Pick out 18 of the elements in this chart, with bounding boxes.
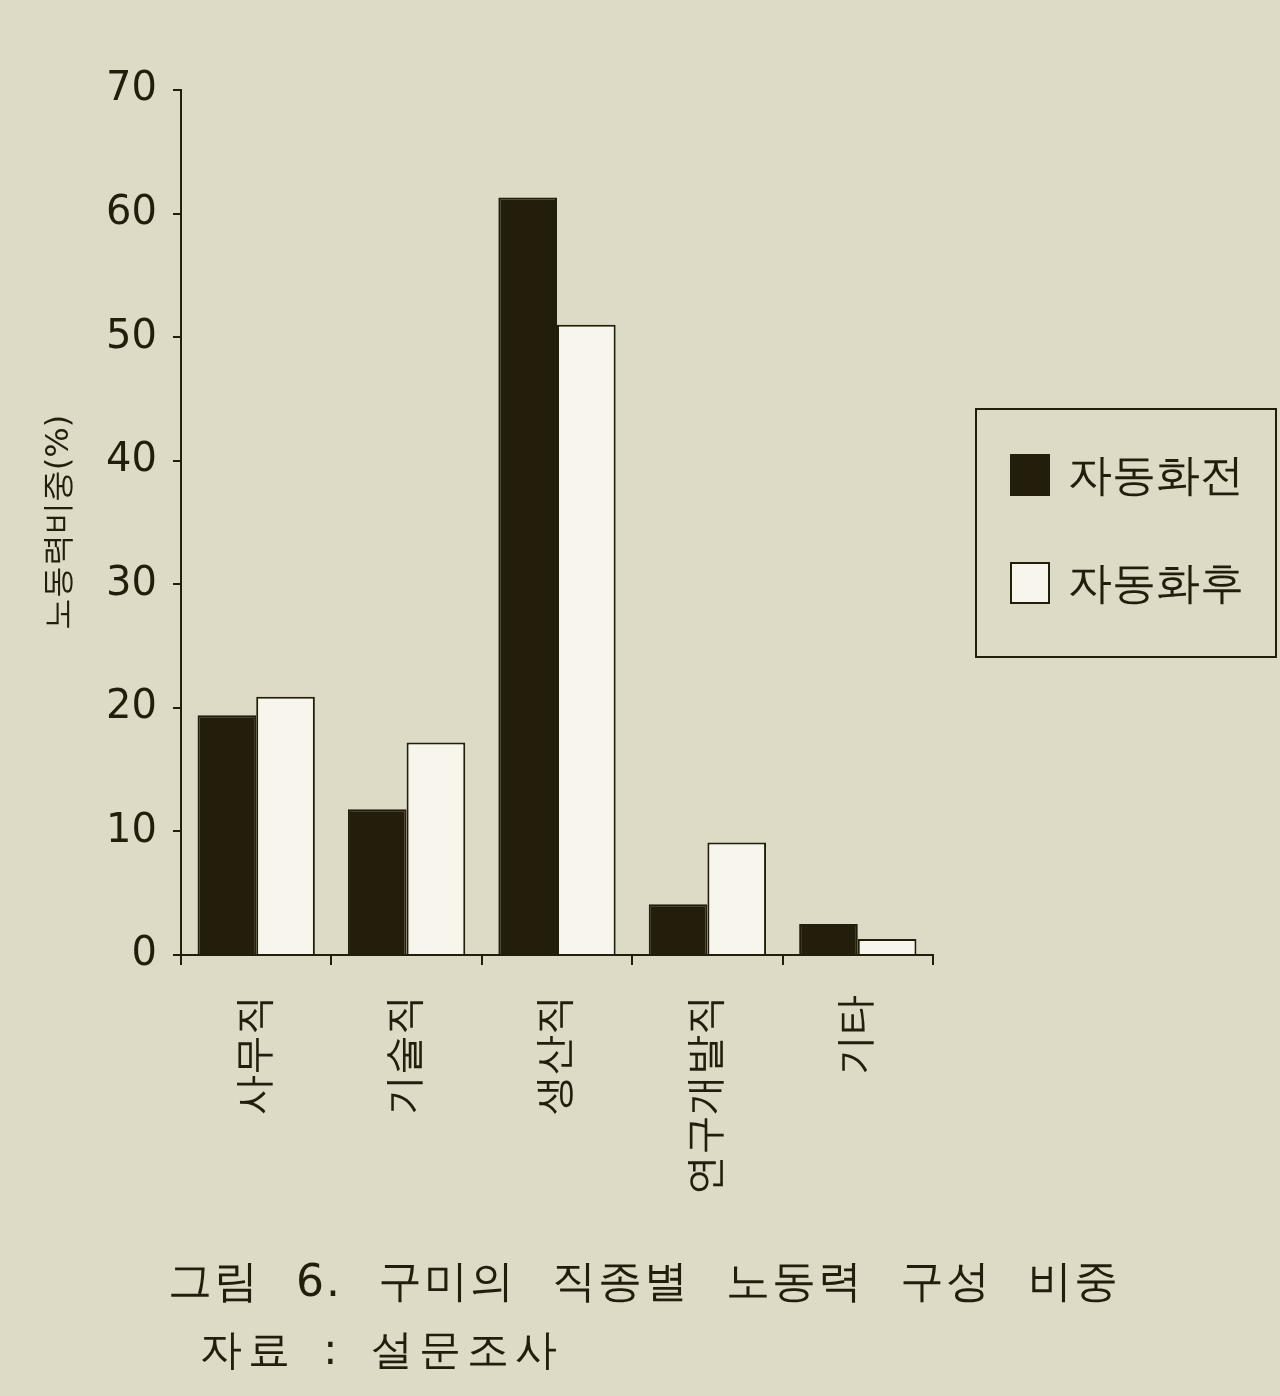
x-tick-label: 기타	[831, 995, 878, 1075]
text: 자료 : 설문조사	[200, 1324, 563, 1376]
x-tick-label: 연구개발직	[680, 995, 727, 1195]
y-tick-label: 50	[106, 310, 157, 357]
y-tick-label: 30	[106, 557, 157, 604]
y-tick-label: 40	[106, 434, 157, 481]
x-tick-label: 사무직	[229, 995, 276, 1115]
y-tick-label: 70	[106, 63, 157, 110]
legend-label: 자동화후	[1068, 557, 1244, 608]
legend-label: 자동화전	[1068, 449, 1244, 500]
x-tick-label: 생산직	[530, 995, 577, 1115]
y-axis-title: 노동력비중(%)	[37, 414, 76, 631]
y-tick-label: 0	[131, 928, 157, 975]
text: 그림 6. 구미의 직종별 노동력 구성 비중	[168, 1254, 1120, 1308]
x-tick-label: 기술직	[379, 995, 426, 1115]
y-tick-label: 60	[106, 186, 157, 233]
y-tick-label: 10	[106, 804, 157, 851]
y-tick-label: 20	[106, 681, 157, 728]
